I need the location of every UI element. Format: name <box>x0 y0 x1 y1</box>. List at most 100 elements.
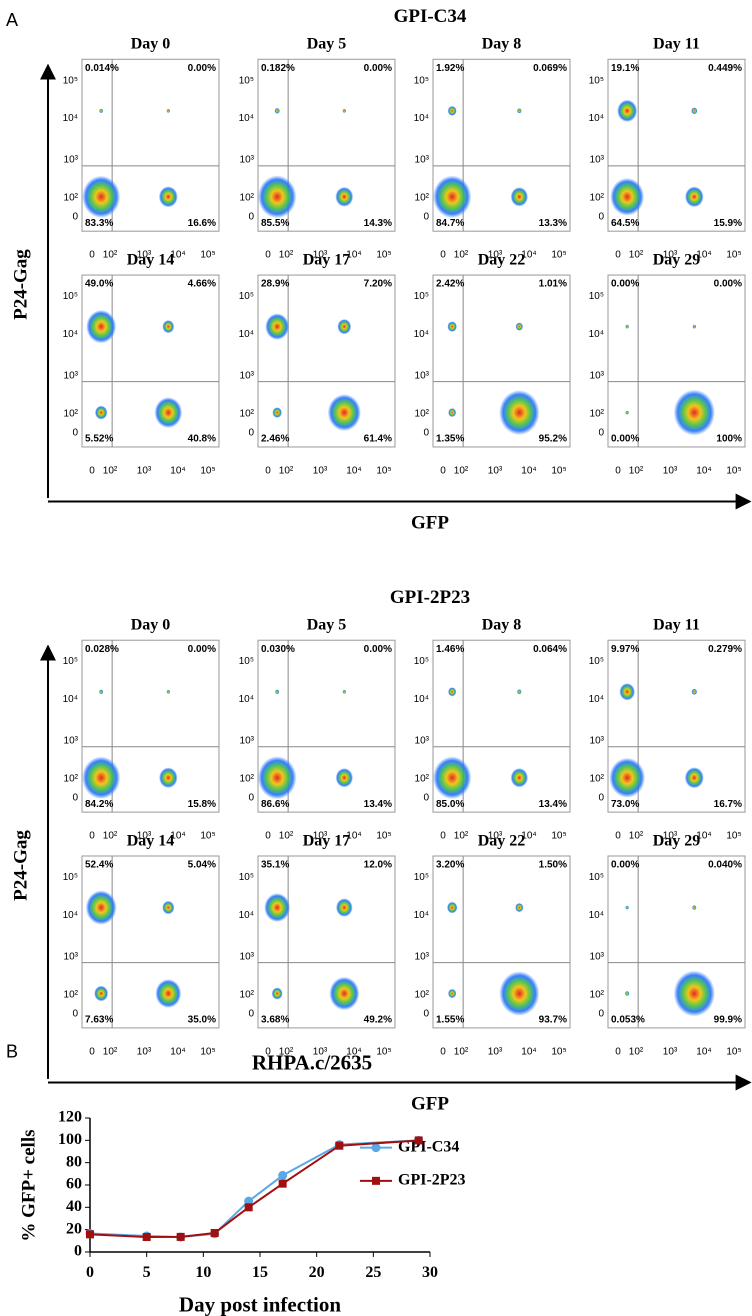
quadrant-pct: 1.92% <box>436 63 464 74</box>
population <box>154 397 183 428</box>
population <box>162 320 175 334</box>
population <box>86 309 117 344</box>
y-tick-label: 20 <box>66 1220 82 1237</box>
x-tick-label: 10³ <box>663 1046 678 1057</box>
x-tick-label: 10⁵ <box>376 250 391 261</box>
x-tick-label: 0 <box>89 250 95 261</box>
plot-frame <box>257 855 396 1029</box>
y-tick-label: 10² <box>240 774 255 785</box>
quadrant-pct: 3.20% <box>436 860 464 871</box>
y-tick-label: 10⁵ <box>414 291 429 302</box>
quadrant-pct: 7.20% <box>364 279 392 290</box>
population <box>684 767 704 789</box>
population <box>692 324 697 329</box>
group-title: GPI-C34 <box>394 6 467 27</box>
y-tick-label: 0 <box>72 793 78 804</box>
y-tick-label: 10⁴ <box>63 329 78 340</box>
x-tick-label: 15 <box>252 1264 268 1281</box>
x-tick-label: 10² <box>454 465 469 476</box>
x-tick-label: 0 <box>440 1046 446 1057</box>
population <box>432 175 472 219</box>
y-tick-label: 10⁵ <box>239 656 254 667</box>
population <box>155 979 182 1008</box>
y-tick-label: 10⁴ <box>63 694 78 705</box>
quadrant-pct: 1.35% <box>436 434 464 445</box>
population <box>499 390 540 436</box>
y-tick-label: 10³ <box>240 370 255 381</box>
population <box>510 187 529 207</box>
population <box>691 688 698 695</box>
day-label: Day 11 <box>653 36 700 53</box>
x-tick-label: 10⁴ <box>170 1046 185 1057</box>
quadrant-pct: 0.00% <box>611 860 639 871</box>
quadrant-pct: 0.069% <box>533 63 567 74</box>
population <box>82 756 121 800</box>
point <box>244 1203 253 1212</box>
quadrant-pct: 40.8% <box>188 434 216 445</box>
quadrant-pct: 3.68% <box>261 1015 289 1026</box>
point <box>372 1176 380 1185</box>
x-tick-label: 10⁵ <box>726 1046 741 1057</box>
y-tick-label: 10² <box>64 774 79 785</box>
day-label: Day 11 <box>653 617 700 634</box>
x-tick-label: 10² <box>103 830 118 841</box>
day-label: Day 0 <box>131 617 171 634</box>
y-tick-label: 0 <box>74 1243 82 1260</box>
population <box>274 107 280 114</box>
day-label: Day 8 <box>482 617 522 634</box>
quadrant-pct: 19.1% <box>611 63 639 74</box>
x-tick-label: 10² <box>279 1046 294 1057</box>
x-tick-label: 0 <box>265 250 271 261</box>
x-tick-label: 10⁵ <box>551 1046 566 1057</box>
y-tick-label: 10⁴ <box>414 694 429 705</box>
population <box>329 976 360 1011</box>
x-tick-label: 10⁵ <box>376 465 391 476</box>
quadrant-pct: 0.279% <box>708 644 742 655</box>
y-tick-label: 40 <box>66 1198 82 1215</box>
population <box>342 108 347 113</box>
y-tick-label: 10⁴ <box>414 113 429 124</box>
population <box>609 757 646 798</box>
x-tick-label: 10³ <box>137 250 152 261</box>
quadrant-pct: 0.182% <box>261 63 295 74</box>
x-tick-label: 0 <box>440 830 446 841</box>
y-tick-label: 60 <box>66 1176 82 1193</box>
y-tick-label: 10⁵ <box>414 872 429 883</box>
population <box>625 905 629 910</box>
x-tick-label: 10⁵ <box>726 830 741 841</box>
population <box>158 767 178 789</box>
y-tick-label: 0 <box>248 793 254 804</box>
x-tick-label: 10² <box>279 250 294 261</box>
population <box>257 756 297 800</box>
population <box>85 890 117 925</box>
quadrant-pct: 93.7% <box>539 1015 567 1026</box>
y-tick-label: 10³ <box>415 155 430 166</box>
group-title: GPI-2P23 <box>390 587 470 608</box>
population <box>335 898 353 917</box>
quadrant-pct: 0.00% <box>611 279 639 290</box>
y-tick-label: 10⁵ <box>63 656 78 667</box>
x-tick-label: 10² <box>103 1046 118 1057</box>
x-tick-label: 0 <box>89 1046 95 1057</box>
quadrant-pct: 15.9% <box>714 218 742 229</box>
x-tick-label: 10³ <box>137 465 152 476</box>
x-tick-label: 10⁵ <box>551 830 566 841</box>
x-tick-label: 10³ <box>663 830 678 841</box>
population <box>517 689 522 695</box>
x-tick-label: 10² <box>103 465 118 476</box>
y-tick-label: 0 <box>72 1008 78 1019</box>
x-tick-label: 10⁴ <box>521 465 536 476</box>
point <box>278 1170 288 1180</box>
x-tick-label: 10⁴ <box>521 1046 536 1057</box>
x-tick-label: 10² <box>454 250 469 261</box>
y-tick-label: 10⁴ <box>414 910 429 921</box>
population <box>337 318 352 335</box>
y-tick-label: 10⁵ <box>589 75 604 86</box>
population <box>257 175 297 219</box>
quadrant-pct: 1.55% <box>436 1015 464 1026</box>
population <box>271 987 283 1000</box>
y-tick-label: 80 <box>66 1153 82 1170</box>
day-label: Day 0 <box>131 36 171 53</box>
panel-label: B <box>6 1042 18 1062</box>
quadrant-pct: 0.014% <box>85 63 119 74</box>
